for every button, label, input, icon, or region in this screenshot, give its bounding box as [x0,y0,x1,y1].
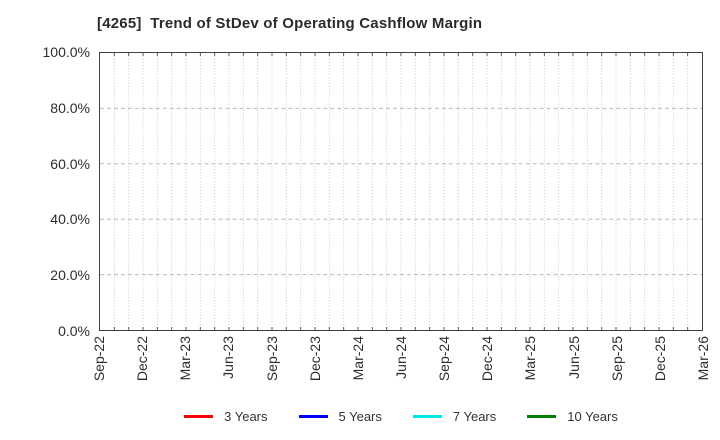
legend-label: 3 Years [224,408,268,424]
x-tick-label: Mar-26 [695,336,711,381]
x-tick-label: Dec-24 [479,336,496,382]
x-tick-label: Dec-25 [651,336,668,382]
y-tick-label: 20.0% [50,267,90,284]
plot-area [99,52,703,331]
grid-svg [100,53,702,330]
x-tick-label: Jun-24 [393,336,409,379]
chart-title: [4265] Trend of StDev of Operating Cashf… [97,15,483,32]
x-tick-label: Mar-24 [349,336,366,381]
legend: 3 Years 5 Years 7 Years 10 Years [99,405,703,427]
legend-line-swatch [298,414,328,418]
y-tick-label: 100.0% [42,44,90,60]
x-tick-label: Dec-23 [306,336,323,382]
y-tick-label: 80.0% [50,99,90,116]
legend-label: 10 Years [567,408,618,424]
x-tick-label: Sep-22 [91,336,107,382]
legend-label: 7 Years [452,408,497,424]
legend-line-swatch [412,414,442,418]
y-tick-label: 60.0% [50,155,90,172]
legend-item: 5 Years [298,408,382,424]
x-tick-label: Sep-25 [608,336,625,382]
legend-item: 10 Years [527,409,618,424]
x-tick-label: Sep-24 [436,336,453,382]
x-tick-label: Dec-22 [134,336,151,382]
x-tick-label: Mar-25 [522,336,539,381]
y-tick-label: 0.0% [58,323,90,339]
x-tick-label: Sep-23 [263,336,280,382]
x-tick-label: Jun-25 [565,336,582,379]
x-tick-label: Mar-23 [177,336,194,381]
legend-item: 3 Years [184,408,268,424]
legend-label: 5 Years [338,408,382,424]
legend-line-swatch [527,414,557,418]
legend-item: 7 Years [412,408,497,424]
x-tick-label: Jun-23 [220,336,237,379]
legend-line-swatch [184,414,214,418]
y-tick-label: 40.0% [50,211,90,228]
